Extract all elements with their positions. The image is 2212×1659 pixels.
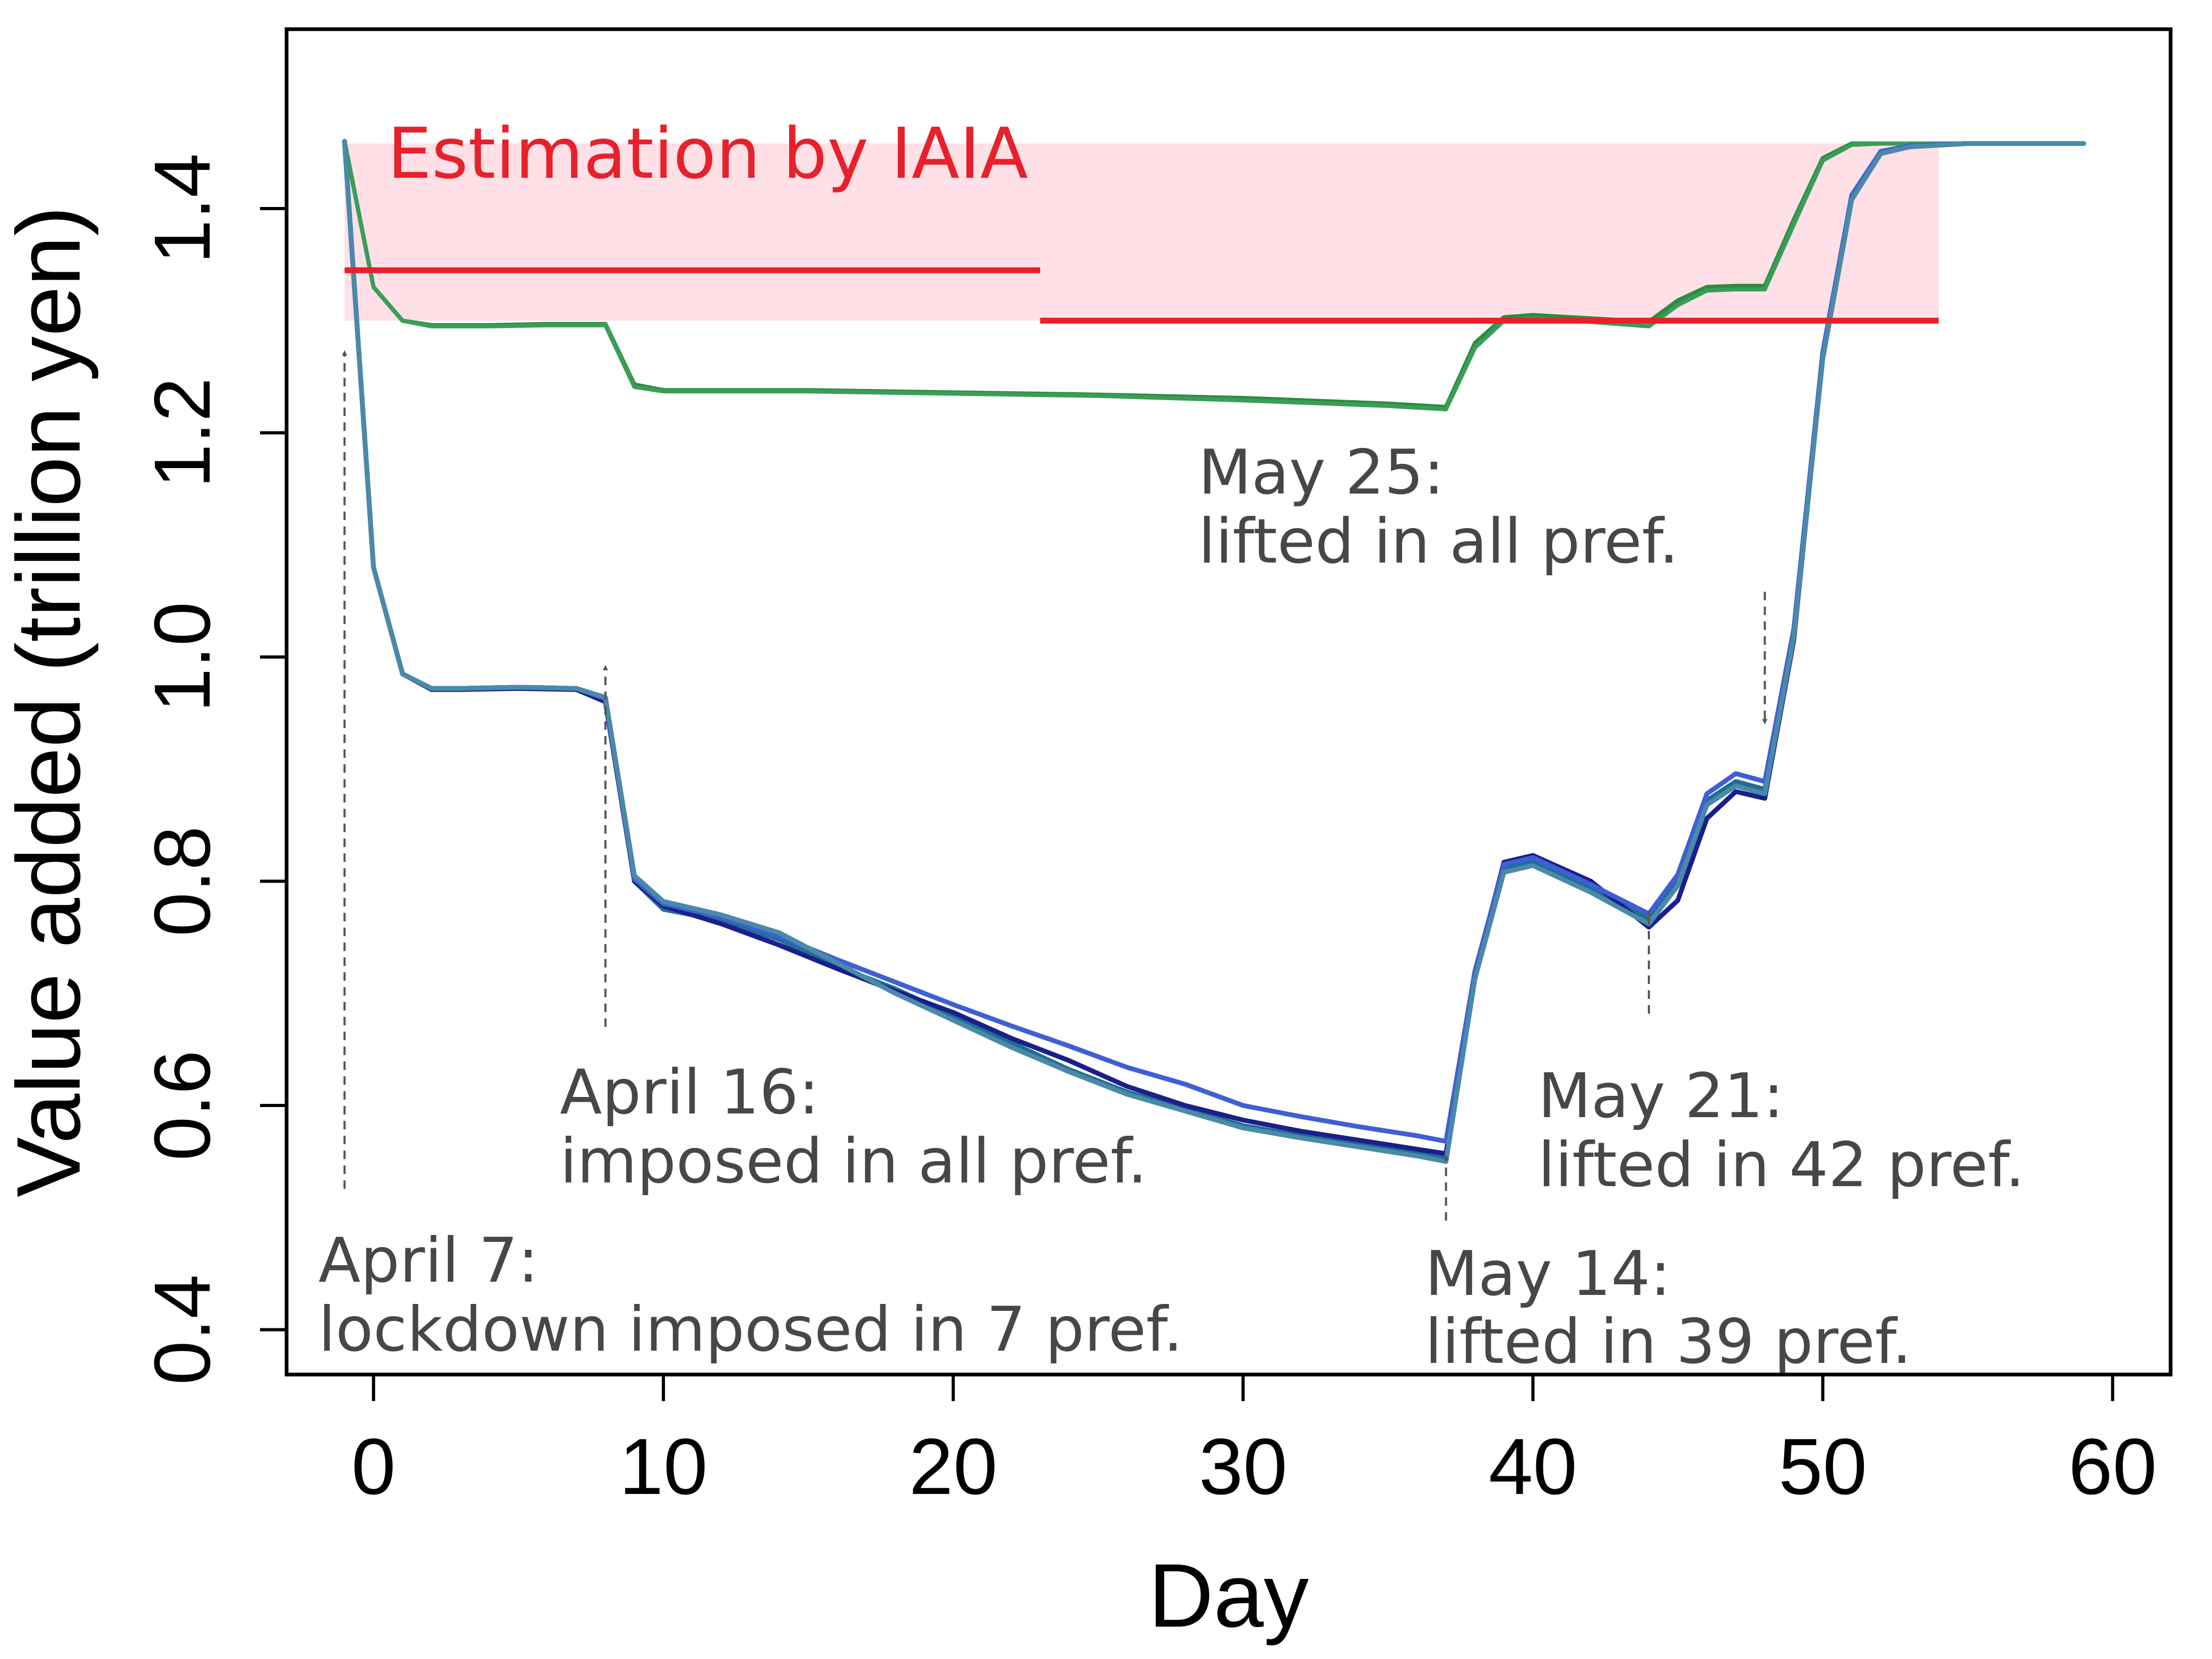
iaia-label: Estimation by IAIA [387,113,1028,195]
annotation-may14-line1: May 14: [1425,1238,1671,1310]
annotation-may21-line1: May 21: [1538,1060,1784,1132]
annotation-may25-line1: May 25: [1198,437,1444,508]
annotation-april7-line1: April 7: [318,1225,539,1297]
iaia-estimate-lines [344,267,1939,324]
annotation-may21-line2: lifted in 42 pref. [1538,1129,2025,1201]
annotation-may25-line2: lifted in all pref. [1198,506,1679,577]
annotation-may21: May 21: lifted in 42 pref. [1538,1060,2025,1201]
y-axis-title: Value added (trillion yen) [0,206,99,1197]
annotation-april7-line2: lockdown imposed in 7 pref. [318,1294,1183,1366]
x-tick-label: 50 [1778,1422,1867,1511]
x-tick-label: 60 [2068,1422,2157,1511]
annotation-april16-line1: April 16: [560,1057,819,1128]
y-tick-label: 0.4 [137,1274,227,1385]
plot-frame [284,27,2173,1377]
x-tick-label: 10 [619,1422,708,1511]
y-tick-label: 1.0 [137,602,227,713]
x-tick-label: 20 [909,1422,998,1511]
series-line-2 [342,139,2086,412]
annotation-april7: April 7: lockdown imposed in 7 pref. [318,1225,1183,1366]
x-tick-label: 30 [1199,1422,1288,1511]
y-tick-label: 1.4 [137,153,227,264]
x-axis-title: Day [1148,1545,1309,1646]
annotation-april16-line2: imposed in all pref. [560,1126,1147,1197]
annotation-april16: April 16: imposed in all pref. [560,1057,1147,1197]
iaia-estimate-band [344,143,1939,321]
x-tick-label: 40 [1489,1422,1577,1511]
y-axis: 0.4 0.6 0.8 1.0 1.2 1.4 [137,153,287,1385]
y-tick-label: 0.6 [137,1050,227,1161]
annotation-may14: May 14: lifted in 39 pref. [1425,1238,1912,1378]
y-tick-label: 0.8 [137,826,227,937]
x-tick-label: 0 [351,1422,395,1511]
x-axis: 0 10 20 30 40 50 60 [351,1375,2157,1511]
series-layer [342,139,2086,1164]
series-line-6 [342,139,2086,1164]
y-tick-label: 1.2 [137,377,227,488]
annotation-arrows [342,350,1768,1221]
annotation-may25: May 25: lifted in all pref. [1198,437,1679,577]
annotation-may14-line2: lifted in 39 pref. [1425,1306,1912,1378]
